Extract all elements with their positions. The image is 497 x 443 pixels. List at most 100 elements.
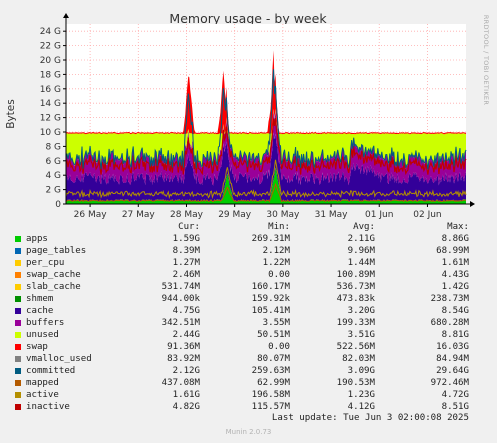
legend-min-value: 80.07M: [257, 354, 290, 364]
legend-cur-value: 1.61G: [172, 390, 200, 400]
legend-swatch: [15, 368, 21, 374]
legend-avg-value: 3.09G: [347, 366, 375, 376]
header-avg: Avg:: [353, 222, 375, 232]
legend-max-value: 8.54G: [441, 306, 469, 316]
legend-series-name: committed: [26, 366, 76, 376]
legend-max-value: 16.03G: [436, 342, 469, 352]
y-axis-label: Bytes: [5, 99, 17, 128]
legend-avg-value: 199.33M: [336, 318, 375, 328]
legend-swatch: [15, 248, 21, 254]
legend-avg-value: 3.20G: [347, 306, 375, 316]
legend: Cur: Min: Avg: Max: apps 1.59G 269.31M 2.11…: [0, 221, 497, 413]
legend-min-value: 0.00: [268, 270, 290, 280]
legend-cur-value: 2.12G: [172, 366, 200, 376]
legend-series-name: buffers: [26, 318, 65, 328]
legend-swatch: [15, 284, 21, 290]
legend-max-value: 680.28M: [430, 318, 469, 328]
legend-series-name: vmalloc_used: [26, 354, 92, 364]
legend-cur-value: 531.74M: [161, 282, 200, 292]
legend-min-value: 115.57M: [251, 402, 290, 412]
axes: [63, 13, 475, 207]
legend-series-name: page_tables: [26, 246, 87, 256]
y-tick-label: 0: [55, 200, 61, 210]
legend-min-value: 0.00: [268, 342, 290, 352]
legend-swatch: [15, 272, 21, 278]
legend-min-value: 160.17M: [251, 282, 290, 292]
x-tick-label: 29 May: [218, 210, 252, 220]
legend-max-value: 238.73M: [430, 294, 469, 304]
legend-row-slab-cache: slab_cache 531.74M 160.17M 536.73M 1.42G: [0, 281, 497, 293]
legend-series-name: per_cpu: [26, 258, 65, 268]
legend-series-name: swap: [26, 342, 48, 352]
y-tick-label: 10 G: [40, 128, 61, 138]
y-tick-label: 6 G: [45, 157, 61, 167]
legend-avg-value: 4.12G: [347, 402, 375, 412]
series-committed: [65, 69, 467, 170]
rrdtool-credit: RRDTOOL / TOBI OETIKER: [482, 15, 490, 105]
legend-max-value: 8.51G: [441, 402, 469, 412]
series-inactive: [65, 118, 467, 176]
legend-min-value: 259.63M: [251, 366, 290, 376]
y-tick-label: 22 G: [40, 42, 61, 52]
legend-row-page-tables: page_tables 8.39M 2.12M 9.96M 68.99M: [0, 245, 497, 257]
legend-cur-value: 2.46M: [172, 270, 200, 280]
legend-min-value: 2.12M: [262, 246, 290, 256]
legend-row-per-cpu: per_cpu 1.27M 1.22M 1.44M 1.61M: [0, 257, 497, 269]
legend-min-value: 1.22M: [262, 258, 290, 268]
legend-min-value: 62.99M: [257, 378, 290, 388]
y-tick-label: 8 G: [45, 142, 61, 152]
header-cur: Cur:: [178, 222, 200, 232]
memory-chart: Memory usage - by week Bytes RRDTOOL / T…: [5, 11, 490, 220]
legend-swatch: [15, 356, 21, 362]
legend-min-value: 196.58M: [251, 390, 290, 400]
munin-version: Munin 2.0.73: [225, 428, 272, 436]
y-tick-label: 24 G: [40, 27, 61, 37]
legend-avg-value: 536.73M: [336, 282, 375, 292]
legend-cur-value: 2.44G: [172, 330, 200, 340]
legend-swatch: [15, 236, 21, 242]
legend-series-name: mapped: [26, 378, 59, 388]
legend-avg-value: 522.56M: [336, 342, 375, 352]
x-tick-label: 30 May: [266, 210, 300, 220]
legend-swatch: [15, 392, 21, 398]
legend-avg-value: 9.96M: [347, 246, 375, 256]
x-tick-label: 01 Jun: [365, 210, 393, 220]
legend-cur-value: 4.82G: [172, 402, 200, 412]
legend-max-value: 8.81G: [441, 330, 469, 340]
legend-cur-value: 83.92M: [167, 354, 200, 364]
legend-min-value: 159.92k: [251, 294, 290, 304]
legend-series-name: inactive: [26, 402, 70, 412]
header-max: Max:: [447, 222, 469, 232]
legend-max-value: 4.72G: [441, 390, 469, 400]
legend-row-unused: unused 2.44G 50.51M 3.51G 8.81G: [0, 329, 497, 341]
series-active: [65, 159, 467, 200]
legend-series-name: apps: [26, 234, 48, 244]
legend-max-value: 972.46M: [430, 378, 469, 388]
legend-avg-value: 82.03M: [342, 354, 375, 364]
y-tick-label: 14 G: [40, 99, 61, 109]
legend-swatch: [15, 380, 21, 386]
legend-row-cache: cache 4.75G 105.41M 3.20G 8.54G: [0, 305, 497, 317]
legend-avg-value: 2.11G: [347, 234, 375, 244]
y-tick-label: 20 G: [40, 56, 61, 66]
legend-cur-value: 1.27M: [172, 258, 200, 268]
legend-cur-value: 437.08M: [161, 378, 200, 388]
last-update: Last update: Tue Jun 3 02:00:08 2025: [271, 413, 469, 423]
legend-swatch: [15, 320, 21, 326]
y-tick-label: 4 G: [45, 171, 61, 181]
legend-cur-value: 1.59G: [172, 234, 200, 244]
legend-cur-value: 91.36M: [167, 342, 200, 352]
legend-row-shmem: shmem 944.00k 159.92k 473.83k 238.73M: [0, 293, 497, 305]
legend-cur-value: 342.51M: [161, 318, 200, 328]
legend-swatch: [15, 296, 21, 302]
legend-swatch: [15, 404, 21, 410]
legend-series-name: slab_cache: [26, 282, 81, 292]
legend-row-committed: committed 2.12G 259.63M 3.09G 29.64G: [0, 365, 497, 377]
legend-header: Cur: Min: Avg: Max:: [0, 221, 497, 233]
x-tick-label: 31 May: [315, 210, 349, 220]
legend-max-value: 1.61M: [441, 258, 469, 268]
legend-max-value: 4.43G: [441, 270, 469, 280]
legend-cur-value: 944.00k: [161, 294, 200, 304]
legend-min-value: 50.51M: [257, 330, 290, 340]
legend-series-name: swap_cache: [26, 270, 81, 280]
